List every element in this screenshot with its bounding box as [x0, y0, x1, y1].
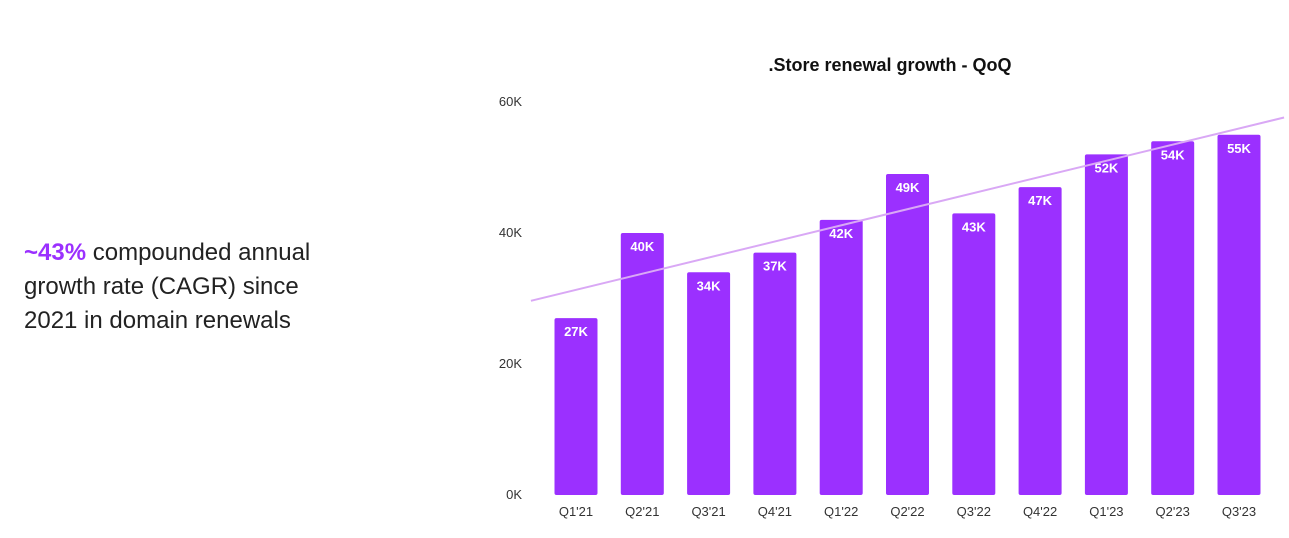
x-tick-label: Q1'22: [824, 504, 858, 519]
bar: [1084, 154, 1128, 495]
bar: [952, 213, 996, 495]
bar: [620, 233, 664, 495]
bar: [819, 219, 863, 495]
y-tick-label: 20K: [499, 356, 522, 371]
bar: [753, 252, 797, 495]
bar: [687, 272, 731, 495]
bar-value-label: 49K: [896, 180, 920, 195]
cagr-statement: ~43% compounded annual growth rate (CAGR…: [24, 236, 354, 338]
cagr-description: compounded annual growth rate (CAGR) sin…: [24, 239, 311, 334]
bar-value-label: 43K: [962, 219, 986, 234]
cagr-highlight: ~43%: [24, 239, 87, 266]
x-tick-label: Q3'21: [691, 504, 725, 519]
x-tick-label: Q1'23: [1089, 504, 1123, 519]
bar-value-label: 55K: [1227, 141, 1251, 156]
bar: [1217, 134, 1261, 495]
bar-value-label: 40K: [630, 239, 654, 254]
y-tick-label: 60K: [499, 94, 522, 109]
x-tick-label: Q4'21: [758, 504, 792, 519]
bar-value-label: 37K: [763, 259, 787, 274]
bar-value-label: 42K: [829, 226, 853, 241]
x-tick-label: Q2'23: [1156, 504, 1190, 519]
y-tick-label: 0K: [506, 487, 522, 502]
bar-value-label: 54K: [1161, 147, 1185, 162]
x-tick-label: Q1'21: [559, 504, 593, 519]
bar: [554, 318, 598, 495]
x-tick-label: Q3'22: [957, 504, 991, 519]
chart-title: .Store renewal growth - QoQ: [768, 55, 1011, 75]
x-tick-label: Q2'22: [890, 504, 924, 519]
bar-value-label: 27K: [564, 324, 588, 339]
x-tick-label: Q2'21: [625, 504, 659, 519]
x-tick-label: Q4'22: [1023, 504, 1057, 519]
bar: [1018, 187, 1062, 495]
x-tick-label: Q3'23: [1222, 504, 1256, 519]
bar: [886, 174, 929, 496]
y-tick-label: 40K: [499, 225, 522, 240]
bar: [1151, 141, 1195, 496]
bar-value-label: 52K: [1094, 160, 1118, 175]
bar-value-label: 34K: [697, 278, 721, 293]
trend-line: [530, 116, 1285, 302]
bar-value-label: 47K: [1028, 193, 1052, 208]
